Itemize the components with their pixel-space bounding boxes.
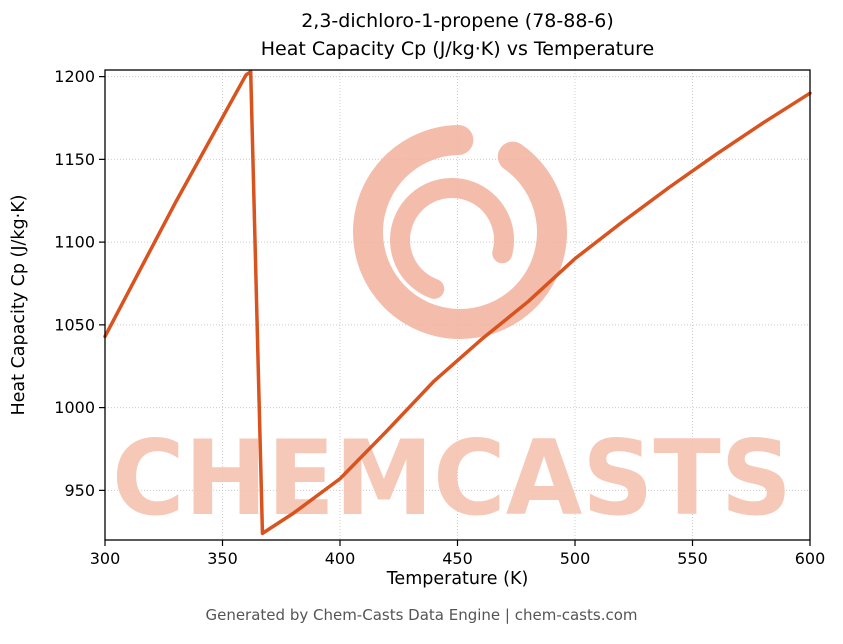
x-tick-label: 300: [90, 549, 121, 568]
x-tick-label: 500: [560, 549, 591, 568]
chart-title-line2: Heat Capacity Cp (J/kg·K) vs Temperature: [260, 38, 655, 60]
y-tick-label: 1050: [54, 315, 95, 334]
x-tick-label: 550: [677, 549, 708, 568]
heat-capacity-line: [103, 69, 812, 536]
chart-title-line1: 2,3-dichloro-1-propene (78-88-6): [301, 10, 614, 32]
chart-title: 2,3-dichloro-1-propene (78-88-6) Heat Ca…: [105, 7, 810, 63]
x-tick-label: 450: [442, 549, 473, 568]
watermark-logo-outer-ring-icon: [353, 125, 567, 339]
x-axis-label: Temperature (K): [386, 569, 529, 589]
y-tick-label: 1000: [54, 398, 95, 417]
x-tick-label: 400: [325, 549, 356, 568]
y-axis-label: Heat Capacity Cp (J/kg·K): [9, 195, 29, 416]
x-tick-label: 600: [795, 549, 826, 568]
y-tick-label: 1150: [54, 150, 95, 169]
watermark-logo-inner-swirl-icon: [390, 178, 514, 302]
y-tick-label: 950: [64, 481, 95, 500]
y-tick-label: 1200: [54, 67, 95, 86]
watermark-text: CHEMCASTS: [112, 419, 792, 539]
x-tick-label: 350: [207, 549, 238, 568]
y-tick-label: 1100: [54, 233, 95, 252]
footer-text: Generated by Chem-Casts Data Engine | ch…: [205, 606, 638, 624]
